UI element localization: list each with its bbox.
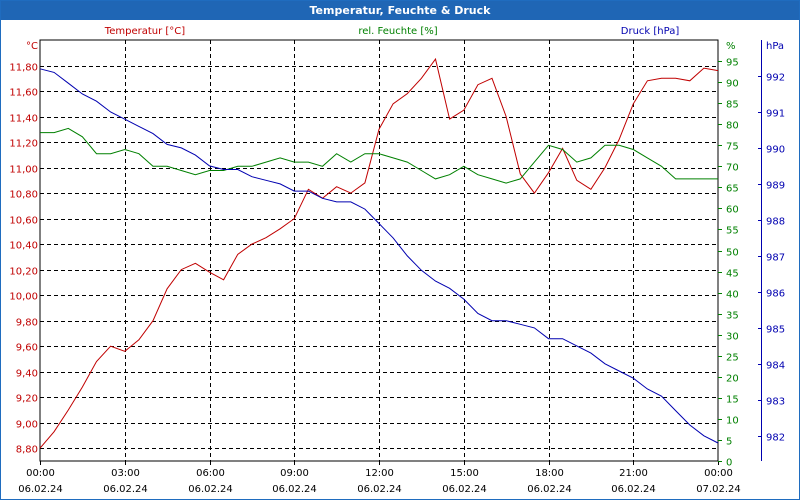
- pressure-tick-label: 988: [766, 217, 785, 228]
- temperature-unit-label: °C: [26, 41, 38, 52]
- pressure-tick-label: 982: [766, 433, 785, 444]
- temperature-line: [39, 57, 719, 449]
- temperature-tick-label: 11,60: [9, 88, 38, 99]
- humidity-tick-label: 30: [726, 332, 739, 343]
- x-tick-time: 21:00: [619, 468, 648, 479]
- x-tick-date: 06.02.24: [188, 484, 233, 495]
- grid-lines: [40, 40, 718, 461]
- x-tick-time: 00:00: [704, 468, 733, 479]
- temperature-tick-label: 9,00: [16, 420, 38, 431]
- pressure-tick-label: 986: [766, 289, 785, 300]
- humidity-tick-label: 50: [726, 248, 739, 259]
- x-tick-date: 06.02.24: [611, 484, 656, 495]
- pressure-tick-label: 984: [766, 361, 785, 372]
- x-tick-date: 06.02.24: [103, 484, 148, 495]
- humidity-tick-label: 80: [726, 121, 739, 132]
- x-tick-date: 06.02.24: [527, 484, 572, 495]
- x-tick-time: 12:00: [365, 468, 394, 479]
- axes: [39, 39, 762, 465]
- humidity-tick-label: 65: [726, 184, 739, 195]
- temperature-tick-label: 9,80: [16, 318, 38, 329]
- humidity-tick-label: 25: [726, 353, 739, 364]
- x-tick-date: 07.02.24: [696, 484, 741, 495]
- temperature-tick-label: 10,60: [9, 216, 38, 227]
- humidity-tick-label: 85: [726, 100, 739, 111]
- pressure-line: [39, 68, 719, 444]
- temperature-tick-label: 11,00: [9, 165, 38, 176]
- humidity-tick-label: 35: [726, 311, 739, 322]
- legend-temperature: Temperatur [°C]: [104, 26, 185, 37]
- x-tick-time: 09:00: [280, 468, 309, 479]
- pressure-tick-label: 983: [766, 397, 785, 408]
- humidity-tick-label: 20: [726, 374, 739, 385]
- pressure-tick-label: 987: [766, 253, 785, 264]
- humidity-tick-label: 40: [726, 290, 739, 301]
- x-tick-date: 06.02.24: [18, 484, 63, 495]
- pressure-unit-label: hPa: [766, 41, 784, 52]
- temperature-tick-label: 9,40: [16, 369, 38, 380]
- pressure-tick-label: 991: [766, 109, 785, 120]
- humidity-tick-label: 55: [726, 226, 739, 237]
- temperature-tick-label: 10,80: [9, 190, 38, 201]
- pressure-tick-label: 989: [766, 181, 785, 192]
- x-tick-date: 06.02.24: [357, 484, 402, 495]
- temperature-tick-label: 11,80: [9, 63, 38, 74]
- pressure-tick-label: 992: [766, 73, 785, 84]
- x-tick-time: 03:00: [111, 468, 140, 479]
- humidity-tick-label: 75: [726, 142, 739, 153]
- x-tick-time: 06:00: [196, 468, 225, 479]
- humidity-tick-label: 95: [726, 58, 739, 69]
- pressure-tick-label: 985: [766, 325, 785, 336]
- humidity-tick-label: 90: [726, 79, 739, 90]
- x-tick-time: 15:00: [450, 468, 479, 479]
- x-tick-time: 18:00: [535, 468, 564, 479]
- humidity-tick-label: 70: [726, 163, 739, 174]
- x-tick-time: 00:00: [26, 468, 55, 479]
- x-tick-date: 06.02.24: [272, 484, 317, 495]
- temperature-tick-label: 9,20: [16, 394, 38, 405]
- humidity-tick-label: 5: [726, 437, 732, 448]
- temperature-tick-label: 11,40: [9, 114, 38, 125]
- temperature-tick-label: 8,80: [16, 445, 38, 456]
- temperature-tick-label: 10,20: [9, 267, 38, 278]
- humidity-tick-label: 15: [726, 395, 739, 406]
- series-lines: [39, 57, 719, 449]
- humidity-tick-label: 45: [726, 269, 739, 280]
- legend-humidity: rel. Feuchte [%]: [358, 26, 437, 37]
- legend-pressure: Druck [hPa]: [621, 26, 680, 37]
- axis-labels: 8,80 9,00 9,20 9,40 9,60 9,80 10,00 10,20 10,40 1…: [9, 26, 785, 495]
- humidity-tick-label: 10: [726, 416, 739, 427]
- x-tick-date: 06.02.24: [442, 484, 487, 495]
- temperature-tick-label: 10,40: [9, 241, 38, 252]
- humidity-tick-label: 60: [726, 205, 739, 216]
- temperature-tick-label: 9,60: [16, 343, 38, 354]
- temperature-tick-label: 10,00: [9, 292, 38, 303]
- humidity-unit-label: %: [726, 41, 736, 52]
- humidity-line: [40, 127, 718, 184]
- pressure-tick-label: 990: [766, 145, 785, 156]
- chart-title: Temperatur, Feuchte & Druck: [1, 1, 799, 20]
- humidity-tick-label: 0: [726, 458, 732, 469]
- temperature-tick-label: 11,20: [9, 139, 38, 150]
